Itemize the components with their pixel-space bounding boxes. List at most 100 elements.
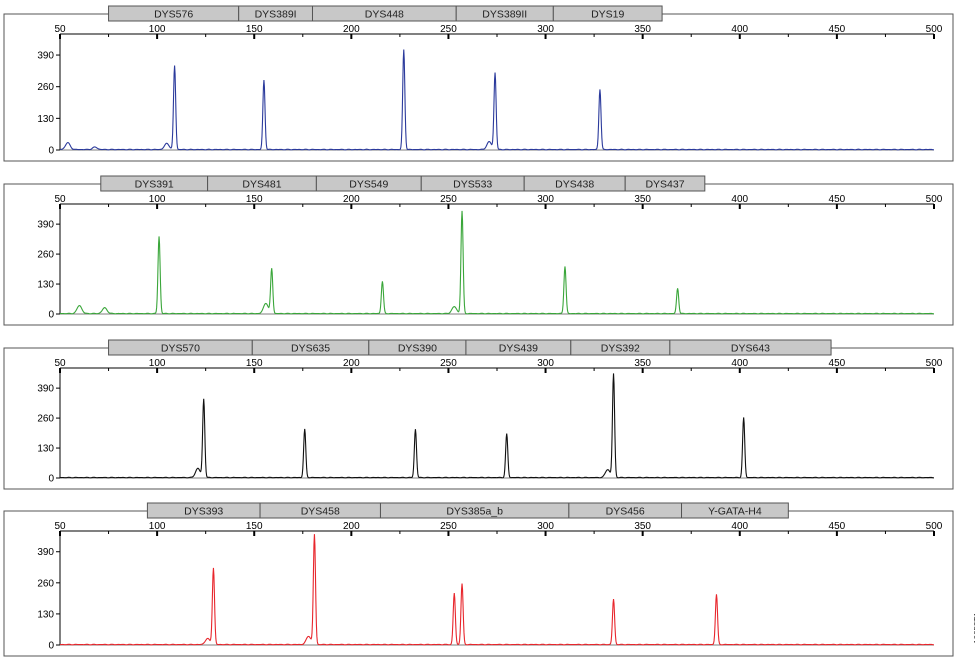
marker-label: DYS456	[606, 506, 645, 518]
peak-point-8	[494, 73, 495, 74]
x-tick-label: 450	[829, 194, 846, 205]
marker-label: DYS533	[453, 179, 492, 191]
y-tick-label: 0	[48, 146, 54, 157]
peak-point-6	[607, 469, 608, 470]
marker-label: DYS389I	[255, 9, 297, 21]
marker-bin-dys456: DYS456	[568, 502, 683, 519]
y-tick-label: 130	[37, 114, 54, 125]
marker-bin-y-gata-h4: Y-GATA-H4	[681, 502, 789, 519]
peak-point-2	[104, 308, 105, 309]
chart-panel-3: DYS570 DYS635 DYS390 DYS439 DYS392 DYS643 50 10…	[3, 339, 954, 490]
signal-trace	[59, 49, 935, 151]
peak-point-3	[304, 429, 305, 430]
x-tick-label: 100	[149, 521, 166, 532]
marker-bin-dys437: DYS437	[624, 175, 706, 192]
marker-box	[669, 339, 832, 356]
x-tick-label: 250	[440, 521, 457, 532]
peak-point-3	[158, 236, 159, 237]
marker-box	[681, 502, 789, 519]
x-tick-label: 200	[343, 24, 360, 35]
marker-bin-dys439: DYS439	[465, 339, 572, 356]
marker-label: DYS437	[645, 179, 684, 191]
x-tick-label: 50	[54, 24, 66, 35]
marker-label: DYS393	[184, 506, 223, 518]
x-tick-label: 500	[926, 194, 943, 205]
marker-label: DYS549	[349, 179, 388, 191]
marker-label: DYS385a_b	[446, 506, 503, 518]
x-tick-label: 350	[634, 194, 651, 205]
x-tick-label: 150	[246, 194, 263, 205]
x-tick-label: 450	[829, 24, 846, 35]
marker-bin-dys481: DYS481	[207, 175, 317, 192]
marker-label: DYS481	[242, 179, 281, 191]
marker-label: DYS635	[291, 343, 330, 355]
chart-panel-1: DYS576 DYS389I DYS448 DYS389II DYS19 50 100 150…	[3, 5, 954, 162]
x-tick-label: 300	[537, 24, 554, 35]
peak-point-1	[67, 143, 68, 144]
x-tick-label: 400	[731, 521, 748, 532]
panel-frame	[3, 510, 954, 657]
y-tick-label: 0	[48, 641, 54, 652]
peak-point-9	[599, 89, 600, 90]
y-tick-label: 260	[37, 250, 54, 261]
x-tick-label: 250	[440, 24, 457, 35]
marker-bin-dys448: DYS448	[311, 5, 457, 22]
peak-point-8	[743, 417, 744, 418]
marker-label: DYS391	[135, 179, 174, 191]
x-tick-label: 100	[149, 358, 166, 369]
panel-frame	[3, 13, 954, 162]
x-tick-label: 500	[926, 24, 943, 35]
marker-bin-dys635: DYS635	[251, 339, 370, 356]
marker-bin-dys576: DYS576	[108, 5, 240, 22]
peak-point-2	[213, 568, 214, 569]
x-tick-label: 150	[246, 24, 263, 35]
peak-point-1	[197, 468, 198, 469]
y-tick-label: 130	[37, 280, 54, 291]
peak-point-1	[207, 638, 208, 639]
marker-bin-dys391: DYS391	[100, 175, 209, 192]
peak-point-4	[174, 65, 175, 66]
x-tick-label: 250	[440, 194, 457, 205]
y-tick-label: 0	[48, 474, 54, 485]
x-tick-label: 500	[926, 358, 943, 369]
marker-bin-dys392: DYS392	[570, 339, 671, 356]
peak-point-2	[94, 147, 95, 148]
marker-bin-dys570: DYS570	[108, 339, 253, 356]
peak-point-7	[489, 142, 490, 143]
peak-point-6	[403, 50, 404, 51]
peak-point-5	[263, 80, 264, 81]
signal-trace	[59, 373, 935, 479]
marker-bin-dys438: DYS438	[523, 175, 626, 192]
marker-box	[552, 5, 663, 22]
signal-trace	[59, 534, 935, 646]
y-tick-label: 130	[37, 609, 54, 620]
x-tick-label: 350	[634, 521, 651, 532]
peak-point-2	[203, 399, 204, 400]
y-tick-label: 390	[37, 384, 54, 395]
x-tick-label: 50	[54, 521, 66, 532]
chart-panel-2: DYS391 DYS481 DYS549 DYS533 DYS438 DYS437 50 10…	[3, 175, 954, 326]
x-tick-label: 300	[537, 358, 554, 369]
peak-point-10	[677, 288, 678, 289]
y-tick-label: 260	[37, 414, 54, 425]
x-tick-label: 150	[246, 521, 263, 532]
marker-box	[624, 175, 706, 192]
x-tick-label: 400	[731, 194, 748, 205]
peak-point-5	[271, 268, 272, 269]
peak-point-3	[166, 143, 167, 144]
x-tick-label: 400	[731, 358, 748, 369]
x-tick-label: 200	[343, 194, 360, 205]
marker-label: DYS576	[154, 9, 193, 21]
marker-bin-dys390: DYS390	[368, 339, 467, 356]
marker-bin-dys533: DYS533	[420, 175, 525, 192]
peak-point-5	[454, 593, 455, 594]
marker-label: DYS438	[555, 179, 594, 191]
x-tick-label: 450	[829, 521, 846, 532]
marker-bin-dys458: DYS458	[259, 502, 381, 519]
y-tick-label: 390	[37, 220, 54, 231]
peak-point-9	[564, 266, 565, 267]
x-tick-label: 200	[343, 358, 360, 369]
peak-point-4	[415, 429, 416, 430]
x-tick-label: 250	[440, 358, 457, 369]
